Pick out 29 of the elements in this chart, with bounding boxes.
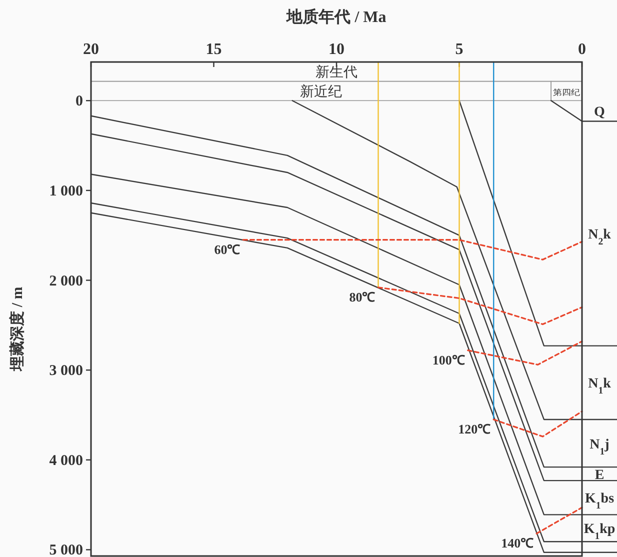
text: K$_{1}$bs	[584, 492, 615, 512]
text: N$_{1}$k	[588, 376, 612, 396]
x-axis-title: 地质年代 / Ma	[286, 8, 386, 26]
x-tick-label: 5	[455, 41, 464, 58]
y-tick-label: 3 000	[49, 363, 83, 380]
text: N$_{1}$j	[590, 437, 610, 457]
y-tick-label: 0	[76, 94, 83, 110]
x-tick-label: 20	[83, 41, 99, 58]
y-tick-label: 5 000	[49, 542, 83, 557]
series-label: 60℃	[214, 242, 240, 257]
annotation: 新生代	[316, 64, 358, 81]
x-tick-label: 0	[578, 41, 586, 58]
series-label: 140℃	[501, 536, 534, 551]
series-label: 80℃	[349, 289, 376, 304]
y-axis-title: 埋藏深度 / m	[8, 286, 26, 372]
y-tick-label: 2 000	[49, 273, 83, 290]
x-tick-label: 10	[328, 41, 344, 58]
y-tick-label: 4 000	[49, 452, 83, 469]
text: N$_{2}$k	[588, 228, 612, 248]
annotation: 新近纪	[300, 84, 342, 100]
text: E	[594, 468, 604, 483]
series-label: 100℃	[432, 352, 465, 368]
y-tick-label: 1 000	[49, 183, 83, 200]
text: Q	[594, 104, 606, 120]
annotation: 第四纪	[553, 88, 580, 97]
series-label: 120℃	[458, 421, 491, 436]
x-tick-label: 15	[206, 41, 222, 58]
line-series	[377, 286, 583, 326]
text: K$_{1}$kp	[584, 522, 616, 542]
